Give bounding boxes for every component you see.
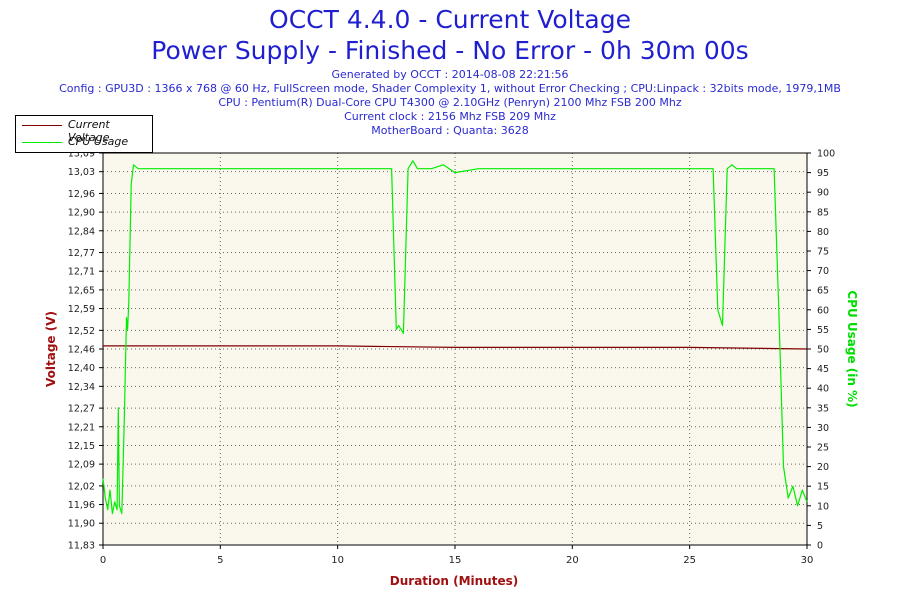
y-tick-label-left: 12,21	[68, 422, 95, 433]
x-tick-label: 5	[217, 555, 223, 566]
y-tick-label-right: 35	[817, 403, 829, 414]
y-tick-label-right: 60	[817, 305, 829, 316]
info-config: Config : GPU3D : 1366 x 768 @ 60 Hz, Ful…	[59, 82, 841, 95]
y-tick-label-right: 85	[817, 207, 829, 218]
y-tick-label-left: 12,02	[68, 481, 95, 492]
legend-item-current-voltage: Current Voltage	[16, 117, 152, 144]
y-tick-label-right: 20	[817, 462, 829, 473]
y-tick-label-left: 11,90	[68, 519, 95, 530]
chart-legend: Current Voltage CPU Usage	[15, 115, 153, 153]
y-tick-label-left: 12,09	[68, 460, 95, 471]
y-tick-label-right: 50	[817, 345, 829, 356]
y-tick-label-left: 12,71	[68, 267, 95, 278]
x-tick-label: 25	[683, 555, 696, 566]
info-motherboard: MotherBoard : Quanta: 3628	[371, 124, 529, 137]
y-tick-label-left: 12,27	[68, 404, 95, 415]
y-tick-label-right: 80	[817, 227, 829, 238]
y-tick-label-right: 75	[817, 247, 829, 258]
legend-swatch-voltage	[22, 125, 62, 126]
legend-label-cpu: CPU Usage	[68, 135, 129, 148]
y-tick-label-right: 65	[817, 286, 829, 297]
y-tick-label-right: 95	[817, 168, 829, 179]
y-tick-label-left: 13,09	[68, 149, 95, 160]
y-axis-title-right: CPU Usage (in %)	[845, 290, 859, 407]
x-tick-label: 30	[801, 555, 814, 566]
y-tick-label-right: 0	[817, 541, 823, 552]
x-tick-label: 15	[449, 555, 462, 566]
y-tick-label-right: 90	[817, 188, 829, 199]
series-line-cpu-usage	[102, 160, 808, 515]
y-tick-label-right: 45	[817, 364, 829, 375]
y-tick-label-right: 70	[817, 266, 829, 277]
y-tick-label-left: 11,83	[68, 541, 95, 552]
y-tick-label-left: 12,40	[68, 363, 95, 374]
y-tick-label-left: 11,96	[68, 500, 95, 511]
chart-title: OCCT 4.4.0 - Current Voltage	[269, 5, 631, 34]
chart-subtitle: Power Supply - Finished - No Error - 0h …	[151, 36, 749, 65]
y-tick-label-left: 12,52	[68, 326, 95, 337]
y-tick-label-right: 40	[817, 384, 829, 395]
x-axis-title: Duration (Minutes)	[390, 574, 518, 588]
y-tick-label-left: 12,90	[68, 208, 95, 219]
legend-label-voltage: Current Voltage	[68, 118, 110, 144]
y-tick-label-left: 12,96	[68, 189, 95, 200]
legend-swatch-cpu	[22, 142, 62, 143]
info-cpu: CPU : Pentium(R) Dual-Core CPU T4300 @ 2…	[218, 96, 682, 109]
info-generated: Generated by OCCT : 2014-08-08 22:21:56	[331, 68, 569, 81]
y-tick-label-left: 12,34	[68, 382, 95, 393]
y-tick-label-left: 12,84	[68, 226, 95, 237]
y-tick-label-left: 12,15	[68, 441, 95, 452]
x-tick-label: 10	[331, 555, 344, 566]
y-tick-label-left: 12,65	[68, 285, 95, 296]
y-tick-label-right: 30	[817, 423, 829, 434]
y-tick-label-left: 12,77	[68, 248, 95, 259]
y-tick-label-right: 10	[817, 501, 829, 512]
y-tick-label-left: 12,59	[68, 304, 95, 315]
y-tick-label-right: 100	[817, 149, 835, 160]
x-tick-label: 0	[100, 555, 106, 566]
y-tick-label-right: 15	[817, 482, 829, 493]
legend-item-cpu-usage: CPU Usage	[16, 134, 152, 150]
y-tick-label-left: 13,03	[68, 167, 95, 178]
y-tick-label-left: 12,46	[68, 345, 95, 356]
y-tick-label-right: 25	[817, 443, 829, 454]
y-tick-label-right: 55	[817, 325, 829, 336]
info-current-clock: Current clock : 2156 Mhz FSB 209 Mhz	[344, 110, 556, 123]
y-tick-label-right: 5	[817, 521, 823, 532]
series-line-current-voltage	[103, 345, 808, 350]
y-axis-title-left: Voltage (V)	[44, 311, 58, 387]
x-tick-label: 20	[566, 555, 579, 566]
